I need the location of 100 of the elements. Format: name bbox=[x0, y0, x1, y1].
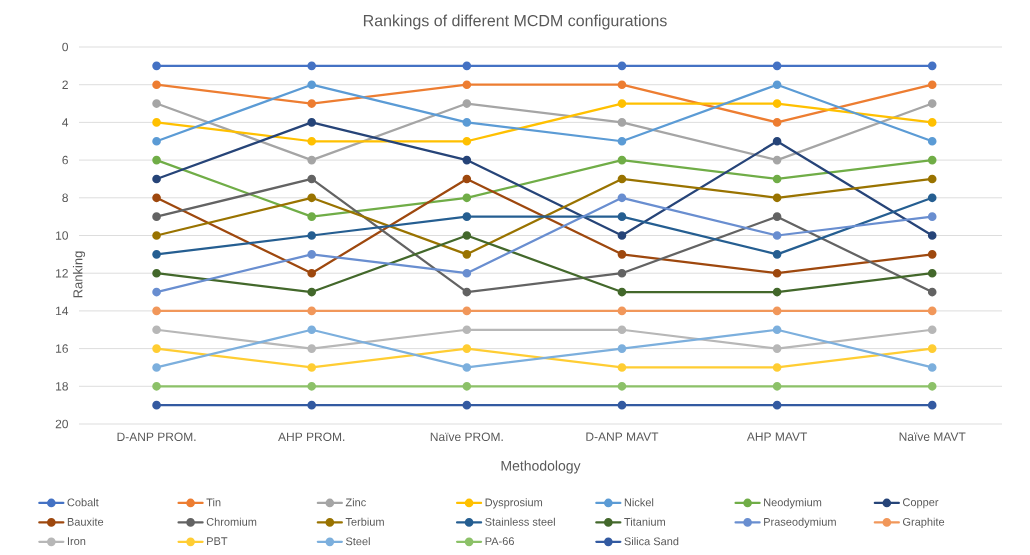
point bbox=[307, 306, 317, 316]
point bbox=[927, 363, 937, 372]
point bbox=[462, 99, 472, 108]
legend-label: Graphite bbox=[903, 517, 945, 528]
point bbox=[617, 155, 627, 165]
point bbox=[462, 231, 472, 240]
point bbox=[927, 250, 937, 259]
legend-label: PA-66 bbox=[485, 537, 514, 546]
point bbox=[617, 325, 627, 335]
point bbox=[927, 268, 937, 278]
legend-label: Copper bbox=[903, 498, 939, 509]
point bbox=[772, 99, 782, 108]
point bbox=[462, 174, 472, 184]
point bbox=[152, 80, 161, 90]
point bbox=[307, 99, 317, 108]
point bbox=[307, 250, 317, 259]
point bbox=[307, 344, 317, 353]
x-tick-label: AHP PROM. bbox=[278, 432, 345, 442]
legend-label: Terbium bbox=[345, 517, 384, 526]
x-tick-label: D-ANP PROM. bbox=[117, 432, 196, 442]
point bbox=[927, 212, 937, 221]
y-tick-label: 2 bbox=[62, 80, 68, 89]
point bbox=[307, 268, 317, 278]
point bbox=[617, 136, 627, 146]
point bbox=[462, 344, 472, 353]
point bbox=[927, 325, 937, 335]
point bbox=[617, 118, 627, 127]
point bbox=[462, 136, 472, 146]
point bbox=[617, 231, 627, 240]
point bbox=[152, 136, 161, 146]
legend-label: Titanium bbox=[624, 517, 665, 526]
point bbox=[462, 250, 472, 259]
legend-label: Chromium bbox=[206, 517, 257, 526]
point bbox=[617, 344, 627, 353]
point bbox=[307, 193, 317, 203]
x-tick-label: AHP MAVT bbox=[746, 432, 808, 441]
y-tick-label: 8 bbox=[62, 193, 68, 203]
y-tick-label: 6 bbox=[62, 155, 68, 165]
point bbox=[307, 118, 317, 127]
point bbox=[462, 400, 472, 410]
legend-label: Dysprosium bbox=[485, 498, 543, 509]
point bbox=[152, 174, 161, 184]
point bbox=[927, 344, 937, 353]
x-tick-label: Naïve MAVT bbox=[899, 432, 966, 441]
point bbox=[307, 80, 317, 90]
point bbox=[772, 287, 782, 297]
point bbox=[462, 61, 472, 71]
legend-label: Tin bbox=[206, 498, 221, 507]
point bbox=[152, 268, 161, 278]
point bbox=[307, 231, 317, 240]
point bbox=[152, 250, 161, 259]
point bbox=[772, 212, 782, 221]
point bbox=[152, 118, 161, 127]
point bbox=[152, 155, 161, 165]
point bbox=[617, 381, 627, 391]
legend-label: Steel bbox=[345, 537, 370, 546]
point bbox=[152, 306, 161, 316]
point bbox=[772, 80, 782, 90]
point bbox=[772, 136, 782, 146]
legend-label: Zinc bbox=[345, 498, 366, 507]
point bbox=[927, 155, 937, 165]
point bbox=[617, 250, 627, 259]
point bbox=[152, 99, 161, 108]
point bbox=[617, 99, 627, 108]
point bbox=[772, 400, 782, 410]
point bbox=[307, 381, 317, 391]
point bbox=[617, 193, 627, 203]
point bbox=[462, 268, 472, 278]
y-tick-label: 12 bbox=[56, 269, 68, 278]
point bbox=[927, 193, 937, 203]
point bbox=[152, 61, 161, 71]
legend-label: Praseodymium bbox=[764, 517, 836, 528]
point bbox=[307, 287, 317, 297]
point bbox=[152, 344, 161, 353]
point bbox=[927, 61, 937, 71]
point bbox=[462, 381, 472, 391]
point bbox=[152, 231, 161, 240]
point bbox=[152, 381, 161, 391]
legend-label: Stainless steel bbox=[485, 517, 555, 526]
point bbox=[307, 155, 317, 165]
point bbox=[617, 400, 627, 410]
y-tick-label: 14 bbox=[56, 306, 69, 316]
point bbox=[927, 231, 937, 240]
point bbox=[307, 174, 317, 184]
y-tick-label: 0 bbox=[62, 42, 69, 52]
x-tick-label: D-ANP MAVT bbox=[586, 432, 659, 441]
point bbox=[462, 287, 472, 297]
legend-label: Bauxite bbox=[67, 517, 104, 526]
legend-label: Silica Sand bbox=[624, 537, 679, 546]
point bbox=[307, 212, 317, 221]
point bbox=[617, 287, 627, 297]
point bbox=[927, 136, 937, 146]
point bbox=[617, 80, 627, 90]
legend-label: Cobalt bbox=[67, 498, 99, 507]
point bbox=[462, 306, 472, 316]
legend-label: Nickel bbox=[624, 498, 654, 507]
point bbox=[927, 287, 937, 297]
x-axis-title: Methodology bbox=[501, 460, 581, 474]
point bbox=[927, 400, 937, 410]
chart-title: Rankings of different MCDM configurations bbox=[363, 14, 667, 30]
